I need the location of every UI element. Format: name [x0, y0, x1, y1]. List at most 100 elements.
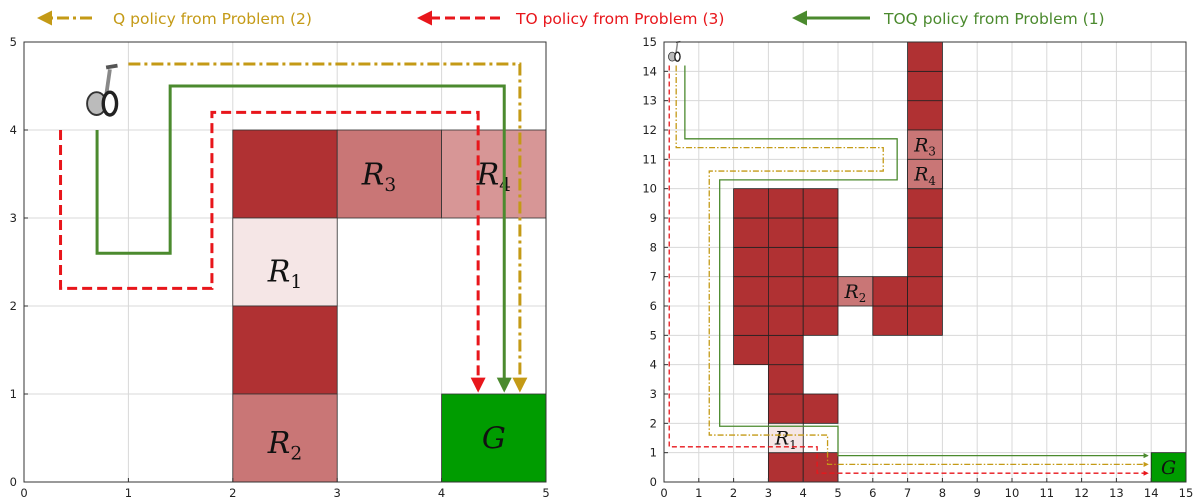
- x-tick-label: 0: [20, 486, 27, 500]
- path-to-policy: [59, 110, 486, 393]
- y-tick-label: 0: [10, 475, 17, 489]
- obstacle-cell: [907, 41, 943, 72]
- obstacle-cell: [907, 217, 943, 248]
- path-to-policy: [668, 65, 1149, 476]
- region-label: R2: [843, 281, 866, 305]
- region-cell: [232, 217, 338, 307]
- x-tick-label: 6: [869, 486, 876, 500]
- x-tick-label: 3: [334, 486, 341, 500]
- y-tick-label: 15: [642, 35, 657, 49]
- obstacle-cell: [768, 305, 804, 336]
- y-tick-label: 14: [642, 64, 657, 78]
- region-cell: [907, 129, 943, 160]
- obstacle-cell: [802, 452, 839, 483]
- obstacle-cell: [872, 305, 908, 336]
- x-tick-label: 7: [904, 486, 911, 500]
- legend-label-q-policy: Q policy from Problem (2): [113, 10, 312, 28]
- obstacle-cell: [733, 246, 769, 278]
- region-cell: [336, 129, 443, 219]
- y-tick-label: 10: [642, 182, 657, 196]
- segway-robot-icon: [86, 63, 119, 117]
- y-tick-label: 3: [10, 211, 17, 225]
- x-tick-label: 12: [1074, 486, 1089, 500]
- region-cell: [907, 158, 943, 190]
- region-label-letter: R: [774, 428, 789, 450]
- axis-ticks: 0 1 2 3 4 5 6 7 8 9 10 11 12 13 14 15012345678910111213…: [642, 35, 1193, 500]
- legend-item-q-policy: Q policy from Problem (2): [37, 10, 312, 28]
- region-label: G: [1161, 457, 1176, 479]
- y-tick-label: 11: [642, 152, 657, 166]
- region-label-letter: G: [1161, 457, 1176, 479]
- y-tick-label: 1: [650, 446, 657, 460]
- region-label: G: [482, 422, 506, 457]
- obstacle-cell: [872, 276, 908, 307]
- x-tick-label: 3: [765, 486, 772, 500]
- region-label-letter: R: [843, 281, 858, 303]
- obstacle-cell: [907, 305, 943, 336]
- y-tick-label: 13: [642, 94, 657, 108]
- region-cell: [232, 393, 338, 483]
- x-tick-label: 5: [542, 486, 549, 500]
- y-tick-label: 8: [650, 240, 657, 254]
- region-label-letter: G: [482, 422, 506, 457]
- obstacle-cell: [768, 334, 804, 366]
- region-label-letter: R: [913, 134, 928, 156]
- obstacle-cell: [907, 188, 943, 219]
- path-toq-policy: [684, 65, 1149, 459]
- obstacle-cell: [907, 246, 943, 278]
- y-tick-label: 6: [650, 299, 657, 313]
- axes-frame: [663, 41, 1187, 483]
- x-tick-label: 9: [974, 486, 981, 500]
- x-tick-label: 4: [800, 486, 807, 500]
- legend-item-to-policy: TO policy from Problem (3): [417, 10, 724, 28]
- x-tick-label: 13: [1109, 486, 1124, 500]
- x-tick-label: 2: [229, 486, 236, 500]
- region-label-letter: R: [267, 254, 291, 289]
- region-cell: [232, 129, 338, 219]
- legend-item-toq-policy: TOQ policy from Problem (1): [792, 10, 1105, 28]
- region-label-subscript: 4: [928, 174, 936, 188]
- x-tick-label: 15: [1179, 486, 1194, 500]
- obstacle-cell: [907, 276, 943, 307]
- region-cell: [232, 305, 338, 395]
- segway-robot-icon: [668, 40, 681, 62]
- obstacle-cell: [733, 334, 769, 366]
- legend-label-toq-policy: TOQ policy from Problem (1): [883, 10, 1105, 28]
- region-label-subscript: 3: [928, 144, 936, 158]
- y-tick-label: 4: [10, 123, 17, 137]
- path-q-policy: [675, 65, 1149, 467]
- policy-paths: [59, 62, 528, 393]
- path-toq-policy: [95, 84, 512, 393]
- region-label: R1: [267, 254, 302, 293]
- region-label: R2: [267, 426, 302, 465]
- y-tick-label: 7: [650, 270, 657, 284]
- region-label: R1: [774, 428, 797, 452]
- obstacle-cell: [802, 217, 839, 248]
- x-tick-label: 0: [660, 486, 667, 500]
- legend: Q policy from Problem (2) TO policy from…: [37, 10, 1105, 28]
- obstacle-cell: [768, 452, 804, 483]
- obstacle-cell: [733, 305, 769, 336]
- x-tick-label: 4: [438, 486, 445, 500]
- y-tick-label: 5: [650, 328, 657, 342]
- y-tick-label: 12: [642, 123, 657, 137]
- region-label: R3: [361, 158, 396, 197]
- obstacle-cell: [802, 276, 839, 307]
- grid-cells: [232, 129, 547, 483]
- region-label-subscript: 2: [859, 291, 867, 305]
- region-cell: [441, 129, 547, 219]
- y-tick-label: 0: [650, 475, 657, 489]
- region-cell: [768, 422, 804, 454]
- x-tick-label: 8: [939, 486, 946, 500]
- obstacle-cell: [802, 305, 839, 336]
- y-tick-label: 2: [650, 416, 657, 430]
- region-label: R4: [913, 164, 936, 188]
- axis-ticks: 0 1 2 3 4 5 0 1 2 3 4 5: [10, 35, 550, 500]
- x-tick-label: 10: [1005, 486, 1020, 500]
- region-label-subscript: 1: [290, 272, 302, 293]
- region-label-letter: R: [913, 164, 928, 186]
